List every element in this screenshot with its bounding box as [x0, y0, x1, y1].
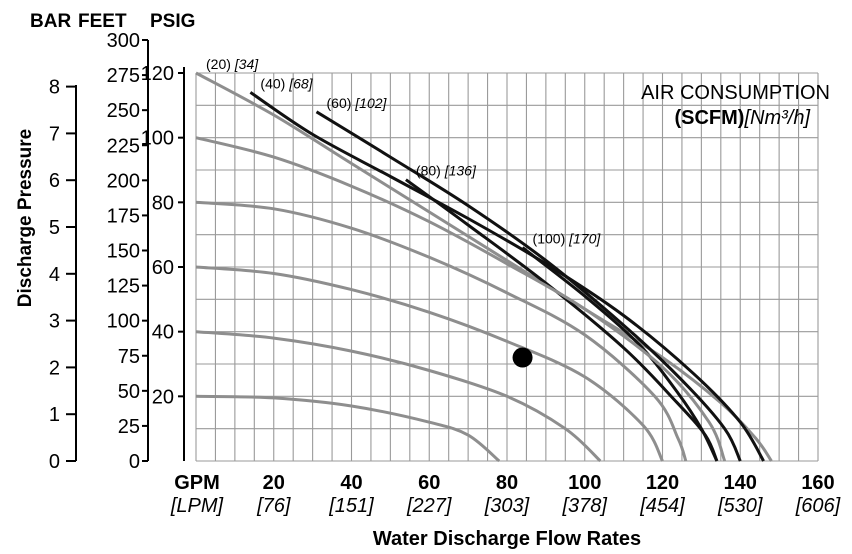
- psig-tick-label: 40: [152, 322, 174, 344]
- pressure-curve-3: [195, 265, 664, 462]
- psig-tick-label: 120: [141, 63, 174, 85]
- x-tick-label-gpm: 140: [724, 472, 757, 494]
- bar-tick-label: 8: [49, 77, 60, 99]
- bar-tick-label: 5: [49, 217, 60, 239]
- feet-tick-label: 25: [118, 416, 140, 438]
- x-tick-label-gpm: 80: [496, 472, 518, 494]
- grid: [195, 72, 819, 462]
- psig-tick-label: 80: [152, 192, 174, 214]
- bar-tick-label: 6: [49, 170, 60, 192]
- feet-tick-label: 125: [107, 276, 140, 298]
- x-tick-label-lpm: [303]: [484, 495, 530, 517]
- air-curve-nm3h: [102]: [354, 95, 387, 111]
- x-tick-label-gpm: 20: [263, 472, 285, 494]
- operating-point-marker: [512, 347, 533, 368]
- x-unit-lpm: [LPM]: [170, 495, 224, 517]
- x-tick-label-gpm: 60: [418, 472, 440, 494]
- air-curve-label-2: (40) [68]: [260, 75, 313, 91]
- bar-tick-label: 7: [49, 123, 60, 145]
- x-tick-label-gpm: 160: [801, 472, 834, 494]
- feet-tick-label: 150: [107, 241, 140, 263]
- pressure-curves: [195, 136, 727, 463]
- x-tick-label-lpm: [454]: [639, 495, 685, 517]
- air-curve-nm3h: [34]: [234, 56, 259, 72]
- air-curve-label-4: (80) [136]: [416, 163, 477, 179]
- feet-tick-label: 75: [118, 346, 140, 368]
- bar-tick-label: 0: [49, 451, 60, 473]
- x-tick-label-gpm: 120: [646, 472, 679, 494]
- header-psig: PSIG: [150, 11, 195, 32]
- x-tick-label-lpm: [151]: [328, 495, 374, 517]
- feet-tick-label: 300: [107, 30, 140, 52]
- air-curve-label-5: (100) [170]: [533, 231, 602, 247]
- air-curve-scfm: (80): [416, 163, 445, 179]
- x-tick-label-lpm: [76]: [256, 495, 291, 517]
- feet-tick-label: 50: [118, 381, 140, 403]
- air-units-nm3h: [Nm³/h]: [743, 107, 810, 129]
- air-curve-nm3h: [136]: [444, 163, 477, 179]
- x-tick-label-lpm: [606]: [795, 495, 841, 517]
- pressure-curve-4: [195, 200, 688, 462]
- bar-tick-label: 1: [49, 404, 60, 426]
- x-unit-gpm: GPM: [174, 472, 220, 494]
- x-tick-label-gpm: 100: [568, 472, 601, 494]
- labels: BAR FEET PSIG Discharge Pressure Water D…: [15, 11, 830, 550]
- pressure-curve-2: [195, 330, 602, 463]
- air-curve-scfm: (40): [260, 75, 289, 91]
- psig-tick-label: 100: [141, 128, 174, 150]
- x-tick-label-lpm: [227]: [406, 495, 452, 517]
- x-tick-label-lpm: [530]: [717, 495, 763, 517]
- psig-tick-label: 60: [152, 257, 174, 279]
- air-curve-5: [521, 246, 719, 462]
- air-curve-3: [315, 110, 742, 462]
- feet-tick-label: 275: [107, 65, 140, 87]
- header-bar: BAR: [30, 11, 71, 32]
- feet-tick-label: 200: [107, 170, 140, 192]
- x-axis-label: Water Discharge Flow Rates: [373, 528, 641, 550]
- feet-tick-label: 0: [129, 451, 140, 473]
- air-curve-scfm: (60): [327, 95, 356, 111]
- air-curve-label-3: (60) [102]: [327, 95, 388, 111]
- air-curve-label-1: (20) [34]: [206, 56, 259, 72]
- header-feet: FEET: [78, 11, 127, 32]
- air-curve-scfm: (20): [206, 56, 235, 72]
- feet-tick-label: 225: [107, 135, 140, 157]
- feet-tick-label: 100: [107, 311, 140, 333]
- pressure-curve-1: [195, 394, 501, 463]
- bar-tick-label: 4: [49, 264, 60, 286]
- y-axis-label: Discharge Pressure: [15, 129, 36, 308]
- air-consumption-title: AIR CONSUMPTION: [641, 82, 830, 104]
- bar-tick-label: 3: [49, 311, 60, 333]
- feet-tick-label: 175: [107, 205, 140, 227]
- air-units-scfm: (SCFM): [674, 107, 744, 129]
- air-curve-nm3h: [68]: [288, 75, 313, 91]
- air-consumption-units: (SCFM)[Nm³/h]: [674, 107, 810, 129]
- operating-point: [512, 347, 533, 368]
- x-tick-label-gpm: 40: [340, 472, 362, 494]
- pressure-curve-5: [195, 136, 727, 462]
- air-curve-nm3h: [170]: [568, 231, 601, 247]
- feet-tick-label: 250: [107, 100, 140, 122]
- bar-tick-label: 2: [49, 357, 60, 379]
- psig-tick-label: 20: [152, 386, 174, 408]
- air-curve-scfm: (100): [533, 231, 570, 247]
- x-tick-label-lpm: [378]: [562, 495, 608, 517]
- tick-labels: 2040608010012002550751001251501752002252…: [49, 30, 841, 517]
- air-consumption-curves: (20) [34](40) [68] (60) [102] (80) [136] (1…: [195, 56, 773, 462]
